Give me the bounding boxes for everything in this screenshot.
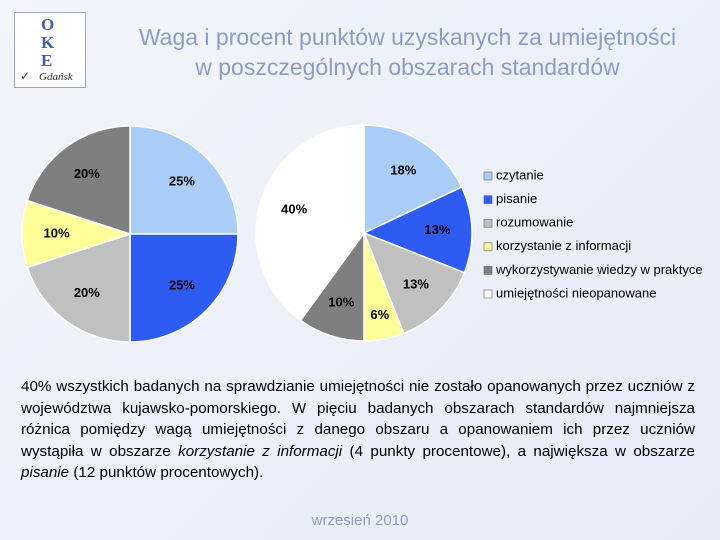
legend-swatch	[483, 289, 493, 299]
pie-slice	[255, 124, 365, 322]
data-label: 25%	[169, 277, 195, 292]
data-label: 18%	[390, 162, 416, 177]
pie-slice	[26, 232, 131, 343]
logo: O K E ✓ Gdańsk	[14, 12, 86, 88]
data-label: 25%	[169, 174, 195, 189]
paragraph-text: korzystanie z informacji	[178, 442, 343, 460]
legend-label: umiejętności nieopanowane	[496, 285, 656, 300]
paragraph-text: (4 punkty procentowe), a największa w ob…	[342, 442, 695, 460]
legend-swatch	[483, 218, 493, 228]
logo-letter: O	[41, 15, 55, 34]
legend-label: wykorzystywanie wiedzy w praktyce	[495, 262, 703, 277]
logo-check: ✓	[20, 69, 31, 83]
pie-slice	[129, 233, 239, 343]
data-label: 20%	[74, 166, 100, 181]
paragraph-text: 40% wszystkich badanych na sprawdzianie …	[21, 378, 695, 460]
legend-label: rozumowanie	[496, 215, 573, 230]
title-line: Waga i procent punktów uzyskanych za umi…	[138, 24, 677, 50]
logo-letter: E	[41, 51, 53, 70]
paragraph-text: pisanie	[21, 464, 70, 481]
pie-slice	[26, 125, 131, 236]
pie-slice	[129, 125, 239, 235]
footer: wrzesień 2010	[311, 512, 409, 529]
legend-swatch	[483, 171, 493, 181]
legend-label: czytanie	[496, 167, 544, 182]
data-label: 10%	[328, 294, 354, 309]
data-label: 13%	[424, 222, 450, 237]
data-label: 6%	[370, 307, 389, 322]
paragraph: 40% wszystkich badanych na sprawdzianie …	[21, 376, 695, 484]
data-label: 20%	[74, 285, 100, 300]
title-line: w poszczególnych obszarach standardów	[195, 54, 620, 80]
pie-slice	[362, 231, 466, 335]
pie-slice	[362, 186, 473, 274]
data-label: 40%	[281, 202, 307, 217]
pie-slice	[363, 124, 463, 235]
legend-swatch	[483, 195, 493, 204]
legend-label: pisanie	[496, 191, 537, 206]
charts: 25% 25% 20% 10% 20% 18% 13% 13% 6% 10% 40% czytanie…	[21, 124, 703, 343]
paragraph-text: (12 punktów procentowych).	[69, 464, 264, 481]
legend-label: korzystanie z informacji	[496, 238, 631, 253]
legend-swatch	[483, 242, 493, 252]
data-label: 13%	[403, 276, 429, 291]
data-label: 10%	[44, 225, 70, 240]
legend-swatch	[483, 266, 493, 275]
logo-letter: K	[41, 33, 55, 52]
logo-city: Gdańsk	[39, 71, 73, 83]
title: Waga i procent punktów uzyskanych za umi…	[95, 22, 720, 82]
